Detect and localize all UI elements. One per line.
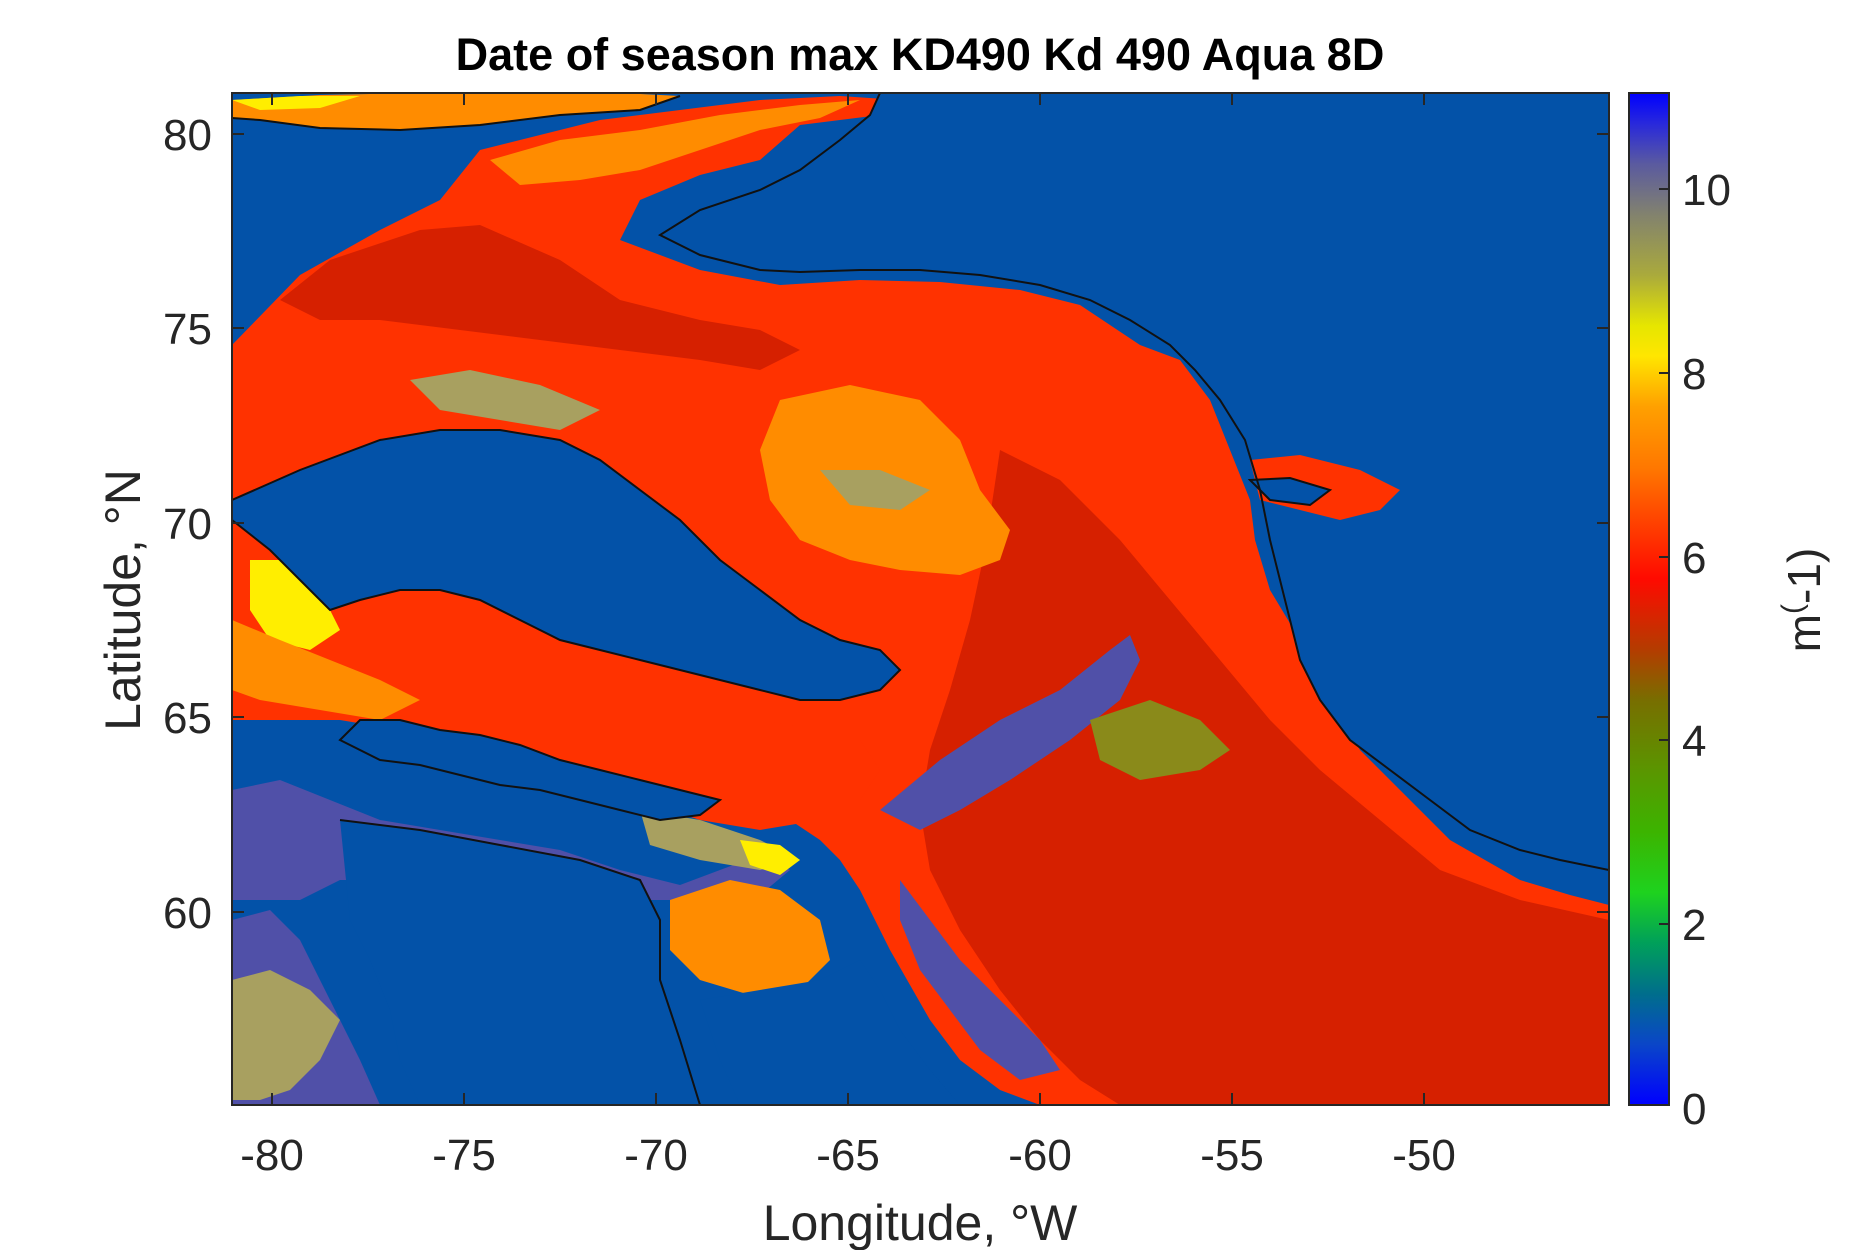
colorbar-gradient xyxy=(1628,92,1670,1106)
sea-region-olive xyxy=(1090,700,1230,780)
colorbar-label-sup: ( xyxy=(1776,604,1809,614)
hudson-bay-khaki xyxy=(232,970,340,1100)
y-tick-marks xyxy=(232,133,1609,913)
sea-region-khaki xyxy=(410,370,600,430)
y-tick-label: 80 xyxy=(163,111,212,160)
coastlines xyxy=(232,93,1609,1105)
x-tick-marks xyxy=(271,93,1425,1105)
x-tick-label: -50 xyxy=(1392,1131,1456,1180)
greenland xyxy=(660,93,1609,870)
north-channel-yellow xyxy=(232,96,360,110)
y-tick-label: 65 xyxy=(163,694,212,743)
colorbar-label: m(-1) xyxy=(1776,548,1830,653)
ungava-orange xyxy=(670,880,830,995)
y-tick-label: 75 xyxy=(163,305,212,354)
foxe-yellow xyxy=(250,560,340,650)
colorbar-tick-label: 8 xyxy=(1682,350,1706,399)
x-tick-label: -55 xyxy=(1200,1131,1264,1180)
sea-region-slateblue xyxy=(880,635,1140,830)
sea-region-darkred-north xyxy=(280,225,800,370)
colorbar-tick-label: 10 xyxy=(1682,166,1731,215)
plot-frame xyxy=(231,92,1610,1106)
y-axis-label: Latitude, °N xyxy=(95,469,151,731)
north-channel-orange xyxy=(232,93,680,130)
colorbar-tick-label: 4 xyxy=(1682,717,1706,766)
x-tick-label: -80 xyxy=(240,1131,304,1180)
x-axis-label: Longitude, °W xyxy=(763,1195,1078,1250)
y-tick-label: 70 xyxy=(163,500,212,549)
chart-title: Date of season max KD490 Kd 490 Aqua 8D xyxy=(456,29,1385,80)
colorbar-label-rest: -1) xyxy=(1778,548,1830,604)
sea-region-orange-north xyxy=(490,100,860,185)
quebec-land xyxy=(700,960,960,1105)
hudson-yellow xyxy=(740,840,800,875)
x-axis: -80 -75 -70 -65 -60 -55 -50 Longitude, °… xyxy=(240,93,1456,1250)
colorbar: 10 8 6 4 2 0 m(-1) xyxy=(1628,92,1830,1134)
x-tick-label: -60 xyxy=(1008,1131,1072,1180)
foxe-orange xyxy=(232,620,420,720)
x-tick-label: -75 xyxy=(432,1131,496,1180)
x-tick-label: -65 xyxy=(816,1131,880,1180)
colorbar-tick-label: 2 xyxy=(1682,901,1706,950)
x-tick-label: -70 xyxy=(624,1131,688,1180)
hudson-bay-land xyxy=(340,820,700,1105)
baffin-island-2 xyxy=(340,720,720,820)
colorbar-label-base: m xyxy=(1778,614,1830,652)
y-axis: 80 75 70 65 60 Latitude, °N xyxy=(95,111,1609,938)
colorbar-tick-label: 0 xyxy=(1682,1085,1706,1134)
map-plot xyxy=(232,93,1609,1105)
y-tick-label: 60 xyxy=(163,889,212,938)
colorbar-tick-marks xyxy=(1659,188,1669,925)
colorbar-tick-label: 6 xyxy=(1682,534,1706,583)
sea-region-darkred xyxy=(920,450,1609,1105)
sea-region-khaki-2 xyxy=(820,470,930,510)
baffin-island xyxy=(232,430,900,700)
hudson-strait-red xyxy=(232,510,880,830)
labrador-slateblue xyxy=(900,880,1060,1080)
